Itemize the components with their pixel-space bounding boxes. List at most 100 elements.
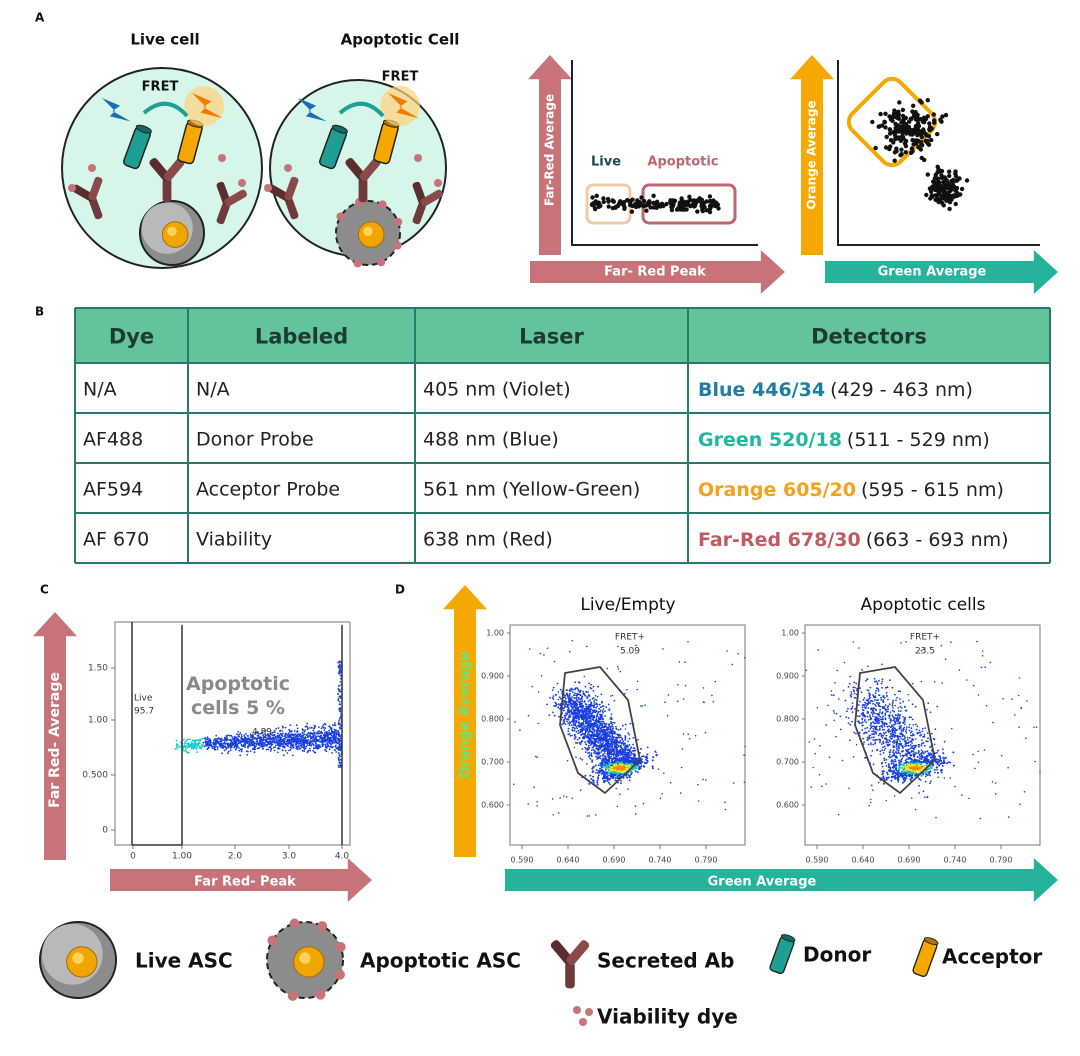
event-dot — [245, 740, 248, 743]
event-dot — [616, 733, 619, 736]
event-dot — [601, 755, 604, 757]
event-dot — [247, 745, 249, 748]
detector-cell: Far-Red 678/30 (663 - 693 nm) — [698, 529, 1009, 551]
event-dot — [595, 703, 598, 706]
event-dot — [255, 745, 257, 747]
event-dot — [595, 741, 597, 743]
event-dot — [296, 727, 299, 730]
event-dot — [849, 739, 851, 742]
event-dot — [889, 115, 895, 121]
event-dot — [281, 745, 284, 748]
event-dot — [596, 771, 599, 774]
event-dot — [634, 749, 637, 752]
panel-label: D — [395, 583, 405, 597]
event-dot — [295, 734, 298, 737]
header-cell: Labeled — [255, 325, 348, 349]
event-dot — [267, 742, 270, 745]
event-dot — [644, 704, 646, 706]
event-dot — [911, 730, 913, 733]
event-dot — [929, 137, 934, 143]
event-dot — [608, 723, 611, 726]
event-dot — [569, 701, 572, 704]
event-dot — [918, 792, 920, 794]
event-dot — [579, 705, 582, 708]
event-dot — [186, 742, 188, 745]
event-dot — [866, 736, 869, 739]
event-dot — [854, 686, 856, 689]
event-dot — [266, 738, 269, 741]
event-dot — [190, 747, 193, 750]
event-dot — [601, 759, 603, 762]
event-dot — [611, 753, 614, 755]
event-dot — [659, 201, 665, 206]
event-dot — [265, 748, 268, 751]
event-dot — [919, 100, 924, 105]
event-dot — [579, 698, 582, 700]
event-dot — [284, 726, 287, 729]
event-dot — [882, 752, 885, 754]
event-dot — [632, 737, 635, 739]
event-dot — [598, 703, 601, 706]
event-dot — [629, 763, 632, 766]
event-dot — [592, 685, 595, 688]
event-dot — [949, 197, 954, 202]
lightning-icon — [192, 93, 223, 119]
event-dot — [316, 739, 319, 741]
event-dot — [873, 736, 875, 739]
event-dot — [606, 667, 608, 670]
event-dot — [904, 131, 909, 136]
event-dot — [187, 744, 190, 746]
event-dot — [289, 749, 292, 751]
event-dot — [227, 742, 229, 745]
event-dot — [576, 708, 579, 710]
event-dot — [299, 733, 301, 736]
event-dot — [883, 757, 886, 760]
probe-top — [331, 124, 348, 134]
event-dot — [227, 750, 230, 753]
event-dot — [337, 697, 340, 700]
event-dot — [312, 747, 315, 750]
event-dot — [578, 710, 581, 713]
event-dot — [337, 729, 340, 732]
event-dot — [313, 737, 316, 740]
event-dot — [940, 114, 945, 119]
event-dot — [607, 741, 610, 744]
x-arrow — [505, 858, 1058, 902]
event-dot — [222, 742, 225, 745]
event-dot — [879, 753, 882, 756]
y-arrow — [33, 612, 77, 860]
event-dot — [615, 745, 618, 748]
event-dot — [187, 751, 190, 754]
event-dot — [609, 729, 612, 732]
event-dot — [604, 758, 606, 761]
event-dot — [570, 712, 573, 715]
event-dot — [225, 738, 228, 741]
event-dot — [338, 727, 341, 729]
event-dot — [651, 759, 654, 762]
event-dot — [186, 746, 189, 749]
event-dot — [338, 695, 341, 698]
event-dot — [627, 752, 630, 755]
event-dot — [174, 748, 177, 750]
event-dot — [270, 747, 273, 750]
event-dot — [194, 741, 197, 744]
event-dot — [328, 738, 331, 741]
event-dot — [598, 739, 601, 742]
event-dot — [280, 742, 282, 745]
event-dot — [334, 738, 337, 741]
event-dot — [206, 737, 209, 740]
x-tick-label: 0.790 — [695, 856, 718, 865]
event-dot — [332, 724, 334, 727]
event-dot — [557, 691, 560, 693]
event-dot — [574, 738, 576, 740]
event-dot — [599, 762, 602, 765]
event-dot — [594, 695, 597, 697]
event-dot — [903, 138, 909, 144]
event-dot — [879, 711, 881, 713]
event-dot — [606, 770, 609, 773]
event-dot — [565, 712, 567, 715]
event-dot — [259, 743, 261, 746]
ab-arm — [284, 176, 299, 201]
x-tick-label: 0.740 — [649, 856, 672, 865]
event-dot — [605, 744, 608, 747]
